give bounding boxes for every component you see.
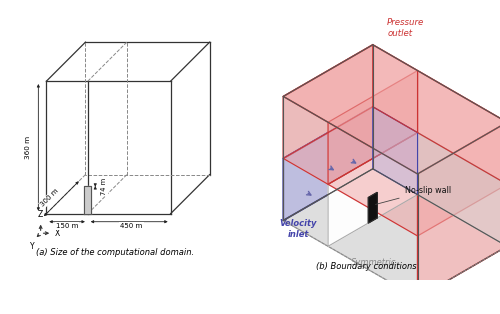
Polygon shape [284,96,418,298]
Text: 150 m: 150 m [56,223,78,229]
Polygon shape [418,122,500,298]
Polygon shape [418,133,500,246]
Text: Y: Y [30,242,34,251]
Text: 74 m: 74 m [101,178,107,195]
Text: Z: Z [38,210,44,219]
Polygon shape [284,45,500,174]
Polygon shape [84,187,91,214]
Text: 300 m: 300 m [40,187,60,208]
Polygon shape [328,71,418,184]
Polygon shape [284,107,373,220]
Polygon shape [328,133,418,246]
Polygon shape [284,107,418,184]
Polygon shape [368,192,378,223]
Text: (a) Size of the computational domain.: (a) Size of the computational domain. [36,248,194,257]
Polygon shape [373,45,418,133]
Polygon shape [284,169,500,298]
Text: No-slip wall: No-slip wall [376,186,450,204]
Polygon shape [418,71,500,184]
Polygon shape [373,107,418,195]
Text: 360 m: 360 m [25,136,31,159]
Polygon shape [328,133,500,236]
Text: Pressure
outlet: Pressure outlet [387,18,424,38]
Text: Velocity
inlet: Velocity inlet [280,219,318,239]
Text: (b) Boundary conditions.: (b) Boundary conditions. [316,262,419,271]
Text: X: X [55,229,60,238]
Text: 450 m: 450 m [120,223,142,229]
Text: Symmetric: Symmetric [350,257,396,267]
Polygon shape [284,45,373,159]
